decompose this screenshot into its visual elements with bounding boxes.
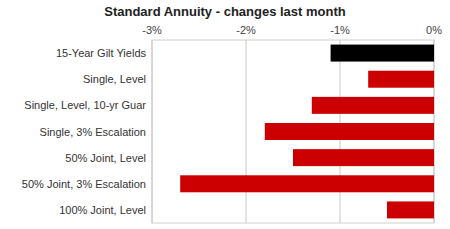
chart-svg: Standard Annuity - changes last month -3%…: [0, 0, 450, 229]
bar: [293, 149, 434, 166]
chart-container: Standard Annuity - changes last month -3%…: [0, 0, 450, 229]
category-label: 15-Year Gilt Yields: [56, 47, 147, 59]
category-label: 100% Joint, Level: [59, 204, 146, 216]
x-tick-label: 0%: [426, 24, 442, 36]
bars: [180, 45, 434, 219]
x-tick-label: -2%: [236, 24, 256, 36]
bar: [368, 71, 434, 88]
bar: [387, 201, 434, 218]
category-label: Single, Level, 10-yr Guar: [24, 99, 146, 111]
category-label: 50% Joint, Level: [65, 152, 146, 164]
chart-title: Standard Annuity - changes last month: [104, 4, 346, 19]
grid: [152, 40, 434, 223]
category-label: Single, Level: [83, 73, 146, 85]
category-label: 50% Joint, 3% Escalation: [22, 178, 146, 190]
bar: [265, 123, 434, 140]
grid-line: [152, 40, 153, 223]
bar: [312, 97, 434, 114]
category-label: Single, 3% Escalation: [40, 126, 146, 138]
x-tick-label: -3%: [142, 24, 162, 36]
grid-line: [246, 40, 247, 223]
plot-frame: [152, 40, 434, 223]
bar: [331, 45, 434, 62]
x-tick-label: -1%: [330, 24, 350, 36]
bar: [180, 175, 434, 192]
